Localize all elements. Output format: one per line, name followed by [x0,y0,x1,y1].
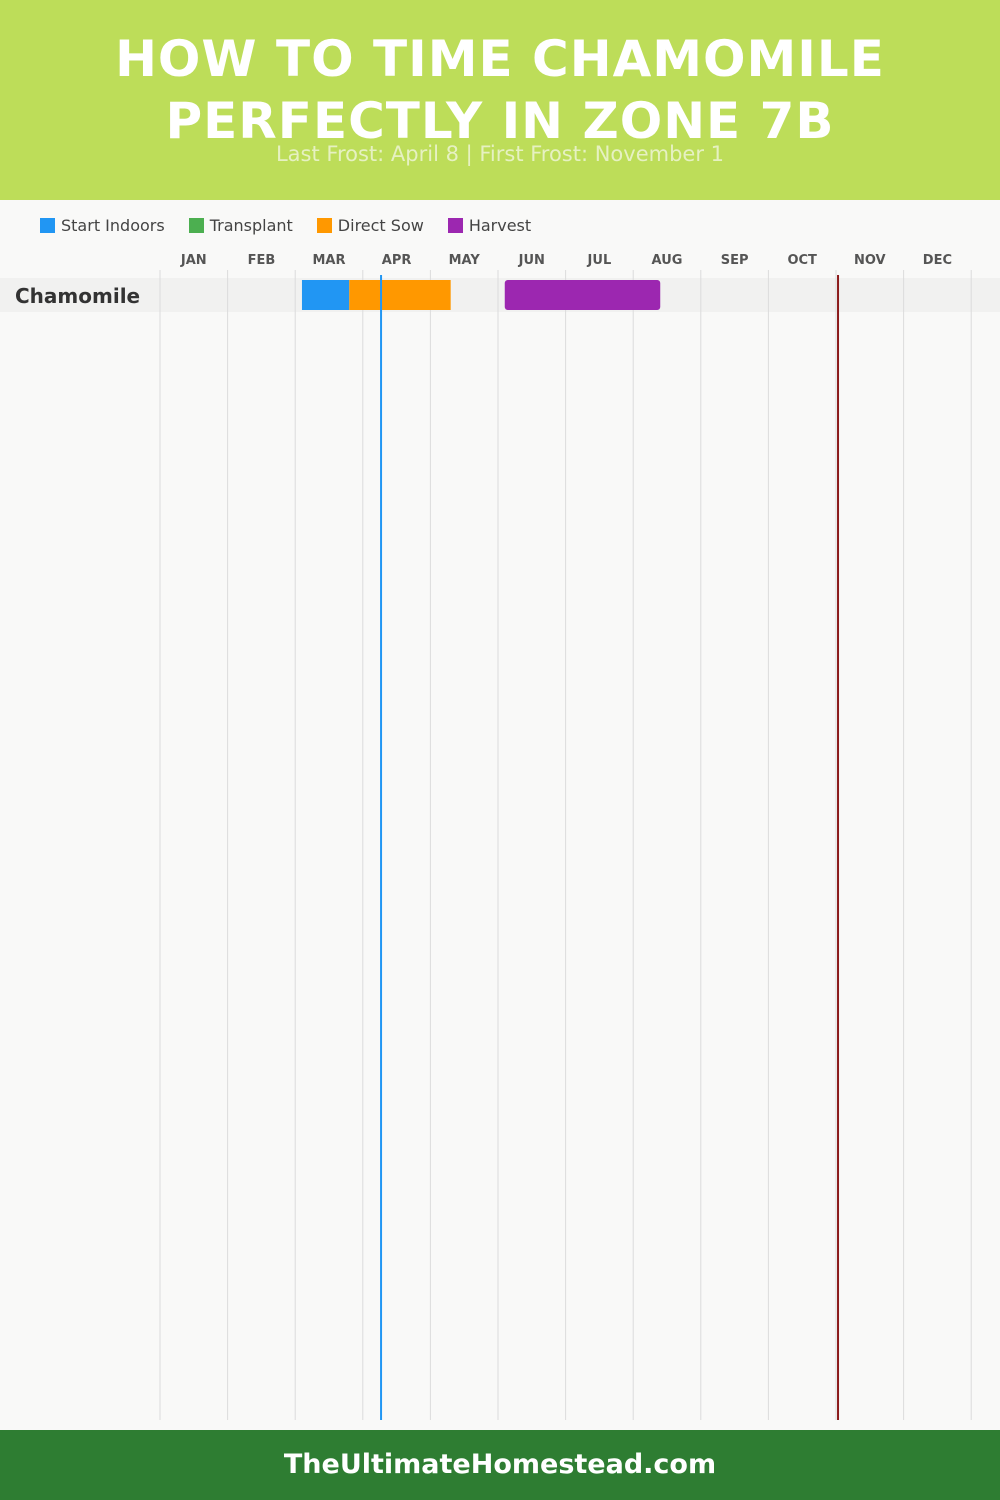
month-label: JAN [180,253,207,268]
legend-item: Harvest [447,215,532,235]
legend-swatch [188,217,204,233]
month-label: FEB [248,253,276,268]
month-label: MAY [449,253,481,268]
month-label: AUG [652,253,683,268]
month-label: SEP [721,253,749,268]
site-url[interactable]: TheUltimateHomestead.com [283,1449,717,1480]
bar-harvest [504,280,661,310]
month-label: MAR [312,253,345,268]
legend-swatch [447,217,463,233]
legend-item: Transplant [188,215,293,235]
legend-label: Harvest [468,215,532,235]
header-banner: HOW TO TIME CHAMOMILE PERFECTLY IN ZONE … [0,0,1000,200]
legend-item: Direct Sow [316,215,424,235]
legend-label: Start Indoors [61,215,165,235]
legend-label: Direct Sow [337,215,424,235]
page-title: HOW TO TIME CHAMOMILE PERFECTLY IN ZONE … [115,30,885,150]
month-label: JUL [587,253,612,268]
legend-swatch [316,217,332,233]
month-label: NOV [854,253,886,268]
frost-dates-subtitle: Last Frost: April 8 | First Frost: Novem… [275,142,725,166]
chart-legend: Start Indoors Transplant Direct Sow Harvest [40,213,555,237]
planting-calendar-chart: JAN FEB MAR APR MAY JUN JUL AUG SEP OCT NOV DEC Cham… [0,253,1000,1420]
month-label: OCT [787,253,817,268]
legend-item: Start Indoors [40,216,165,235]
bar-start-indoors [301,280,350,310]
footer-banner: TheUltimateHomestead.com [0,1430,1000,1500]
month-label: DEC [923,253,952,268]
legend-label: Transplant [209,215,293,235]
row-background [0,278,1000,312]
month-label: JUN [518,253,545,268]
month-label: APR [382,253,412,268]
legend-swatch [40,217,55,233]
row-label: Chamomile [15,284,140,308]
bar-direct-sow [349,280,451,310]
